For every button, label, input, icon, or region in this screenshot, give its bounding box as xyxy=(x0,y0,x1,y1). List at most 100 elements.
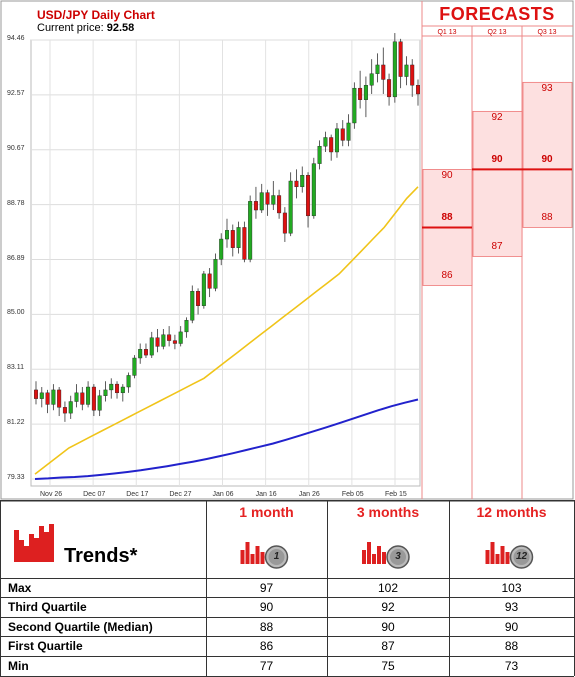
candle-body xyxy=(352,87,357,124)
candle-body xyxy=(138,349,143,359)
x-tick-label: Dec 17 xyxy=(126,491,149,498)
candle-body xyxy=(74,392,79,402)
candle-body xyxy=(190,291,195,321)
y-tick-label: 92.57 xyxy=(7,89,25,97)
x-tick-label: Feb 15 xyxy=(385,491,407,498)
period-icon-bar xyxy=(485,550,490,564)
trend-row-label: Third Quartile xyxy=(8,600,87,614)
candle-body xyxy=(201,273,206,306)
trend-cell: 88 xyxy=(259,620,274,634)
candle-body xyxy=(416,85,421,95)
trends-label: Trends* xyxy=(64,545,138,567)
y-tick-label: 85.00 xyxy=(7,309,25,317)
y-tick-label: 81.22 xyxy=(7,419,25,427)
y-tick-label: 83.11 xyxy=(7,364,24,372)
candle-body xyxy=(363,85,368,100)
y-tick-label: 88.78 xyxy=(7,199,25,207)
period-icon-bar xyxy=(240,550,245,564)
candle-body xyxy=(149,337,154,356)
candle-body xyxy=(346,122,351,141)
plot-area xyxy=(30,39,421,487)
candle-body xyxy=(300,175,305,188)
trend-cell: 87 xyxy=(381,639,395,653)
candle-body xyxy=(120,386,125,394)
trends-icon-bar xyxy=(49,524,54,562)
period-icon-bar xyxy=(372,554,376,564)
candle-body xyxy=(294,180,299,188)
trend-cell: 77 xyxy=(259,659,274,673)
forecast-median-value: 88 xyxy=(441,212,453,224)
y-tick-label: 79.33 xyxy=(7,474,25,481)
candle-body xyxy=(334,128,339,153)
forecast-median-value: 90 xyxy=(491,154,503,166)
candle-body xyxy=(323,137,328,147)
trends-icon-bar xyxy=(39,526,44,562)
candle-body xyxy=(306,175,311,217)
moving-average-long xyxy=(34,398,419,480)
candle-body xyxy=(248,201,253,260)
candle-body xyxy=(132,357,137,376)
forecast-lower-value: 88 xyxy=(541,212,553,224)
candle-body xyxy=(126,375,131,388)
current-price-value: 92.58 xyxy=(106,22,135,34)
candle-body xyxy=(329,137,334,153)
trend-cell: 88 xyxy=(504,639,519,653)
candle-body xyxy=(39,392,44,399)
candle-body xyxy=(91,386,96,411)
forecast-lower-value: 87 xyxy=(491,241,503,253)
y-tick-label: 90.67 xyxy=(7,144,25,152)
candle-body xyxy=(167,334,172,341)
trend-cell: 103 xyxy=(501,581,522,595)
trend-row-label: First Quartile xyxy=(8,639,83,653)
candle-body xyxy=(282,212,287,234)
trends-icon-bar xyxy=(34,538,39,562)
period-icon-bar xyxy=(505,552,510,564)
period-icon-bar xyxy=(500,546,505,564)
forecast-quarter-label: Q1 13 xyxy=(437,29,457,36)
period-icon-bar xyxy=(362,550,366,564)
trends-icon-bar xyxy=(19,540,24,562)
trends-icon-bar xyxy=(24,546,29,562)
forecast-upper-value: 93 xyxy=(541,83,553,95)
trend-cell: 90 xyxy=(259,600,274,614)
candle-body xyxy=(369,73,374,86)
candle-body xyxy=(196,291,201,306)
trend-row-label: Max xyxy=(8,581,32,595)
price-chart xyxy=(0,0,574,500)
candle-body xyxy=(375,64,380,74)
candle-body xyxy=(57,389,62,408)
candle-body xyxy=(381,64,386,80)
candle-body xyxy=(103,389,108,396)
trends-icon-bar xyxy=(29,534,34,562)
period-badge-number: 3 xyxy=(395,551,401,562)
candle-body xyxy=(207,273,212,289)
x-tick-label: Jan 26 xyxy=(298,491,320,498)
candle-body xyxy=(213,259,218,289)
x-tick-label: Nov 26 xyxy=(40,491,63,498)
period-icon-bar xyxy=(367,542,371,564)
candle-body xyxy=(271,195,276,205)
forecast-range-box xyxy=(522,81,573,228)
candle-body xyxy=(34,389,39,399)
candle-body xyxy=(265,192,270,205)
candle-body xyxy=(109,383,114,391)
forecast-upper-value: 90 xyxy=(441,170,453,182)
candle-body xyxy=(398,41,403,77)
current-price-label: Current price: xyxy=(37,22,104,34)
period-icon-bar xyxy=(377,546,381,564)
y-tick-label: 86.89 xyxy=(7,254,25,262)
candle-body xyxy=(242,227,247,260)
period-header: 1 month xyxy=(239,504,294,520)
forecast-upper-value: 92 xyxy=(491,112,503,124)
y-tick-label: 94.46 xyxy=(7,35,25,42)
forecast-range-box xyxy=(472,110,523,257)
candle-body xyxy=(62,407,67,414)
current-price: Current price: 92.58 xyxy=(37,22,134,34)
chart-frame xyxy=(0,0,574,500)
trend-cell: 73 xyxy=(504,659,519,673)
candle-body xyxy=(80,392,85,405)
period-badge-inner xyxy=(268,549,285,565)
trend-cell: 90 xyxy=(504,620,519,634)
candle-body xyxy=(358,87,363,100)
candle-body xyxy=(161,334,166,347)
